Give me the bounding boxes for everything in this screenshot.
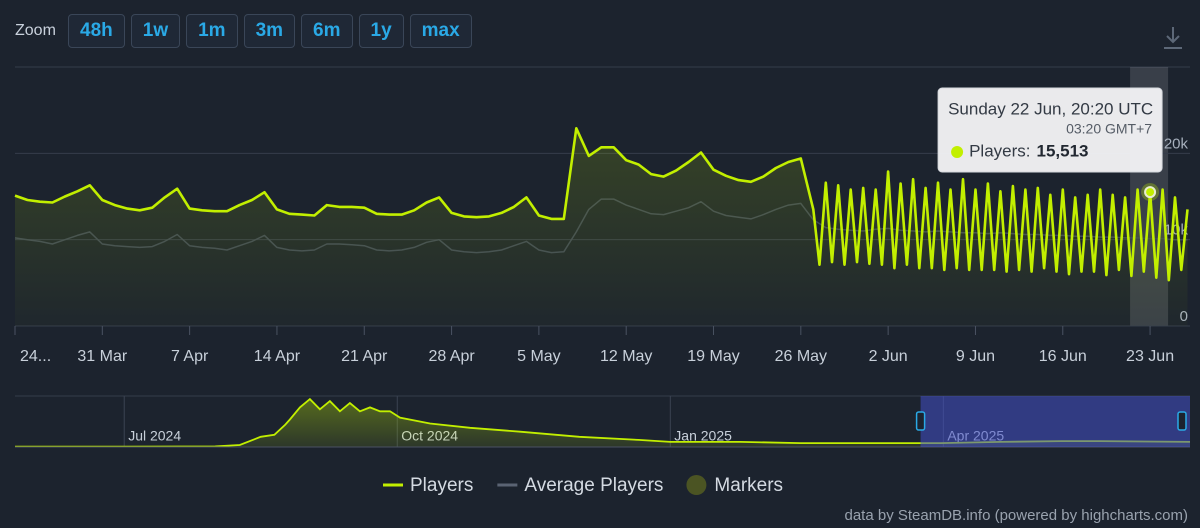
x-tick-label: 19 May — [687, 348, 739, 365]
zoom-buttons: 48h 1w 1m 3m 6m 1y max — [68, 14, 472, 48]
navigator-selection — [920, 396, 1190, 447]
x-tick-label: 31 Mar — [77, 348, 127, 365]
zoom-button[interactable]: max — [409, 14, 472, 48]
tooltip-header: Sunday 22 Jun, 20:20 UTC — [948, 99, 1153, 118]
navigator-handle[interactable] — [1177, 411, 1187, 431]
tooltip-subheader: 03:20 GMT+7 — [1066, 121, 1152, 137]
zoom-button[interactable]: 3m — [243, 14, 296, 48]
x-tick-label: 23 Jun — [1126, 348, 1174, 365]
tooltip-value: 15,513 — [1037, 141, 1089, 160]
navigator-tick-label: Jan 2025 — [674, 428, 732, 444]
navigator-area — [15, 399, 1190, 447]
download-icon — [1164, 27, 1182, 49]
navigator-line — [15, 397, 1191, 448]
tooltip-label: Players: — [969, 141, 1030, 160]
tooltip: Sunday 22 Jun, 20:20 UTC 03:20 GMT+7 Playe… — [937, 87, 1163, 173]
x-tick-label: 12 May — [600, 348, 652, 365]
players-line — [14, 127, 1189, 282]
zoom-button[interactable]: 1y — [358, 14, 404, 48]
x-tick-label: 26 May — [775, 348, 827, 365]
x-tick-label: 21 Apr — [341, 348, 388, 365]
tooltip-box — [937, 87, 1163, 173]
navigator-handle[interactable] — [915, 411, 926, 431]
legend-label[interactable]: Players — [410, 475, 473, 496]
tooltip-dot — [951, 146, 964, 158]
legend-label[interactable]: Markers — [714, 475, 783, 496]
y-tick-label: 20k — [1164, 135, 1189, 152]
zoom-label: Zoom — [15, 22, 56, 39]
x-tick-label: 28 Apr — [428, 348, 475, 365]
zoom-button[interactable]: 6m — [301, 14, 353, 48]
download-button[interactable] — [1160, 24, 1186, 52]
x-tick-label: 2 Jun — [869, 348, 908, 365]
zoom-button[interactable]: 1m — [186, 14, 238, 48]
hover-point — [1144, 186, 1157, 199]
x-tick-label: 5 May — [517, 348, 561, 365]
legend: Players Average Players Markers — [383, 475, 783, 496]
credit: data by SteamDB.info (powered by highcha… — [845, 507, 1189, 524]
x-tick-label: 24... — [20, 348, 51, 365]
toolbar: Zoom 48h 1w 1m 3m 6m 1y max — [0, 0, 1200, 60]
x-tick-label: 16 Jun — [1039, 348, 1087, 365]
x-tick-label: 9 Jun — [956, 348, 995, 365]
legend-label[interactable]: Average Players — [524, 475, 663, 496]
x-tick-label: 14 Apr — [254, 348, 301, 365]
zoom-button[interactable]: 1w — [130, 14, 181, 48]
x-tick-label: 7 Apr — [171, 348, 209, 365]
navigator-tick-label: Jul 2024 — [128, 428, 181, 444]
players-area — [15, 128, 1188, 326]
zoom-button[interactable]: 48h — [68, 14, 125, 48]
legend-marker-swatch — [686, 475, 707, 495]
